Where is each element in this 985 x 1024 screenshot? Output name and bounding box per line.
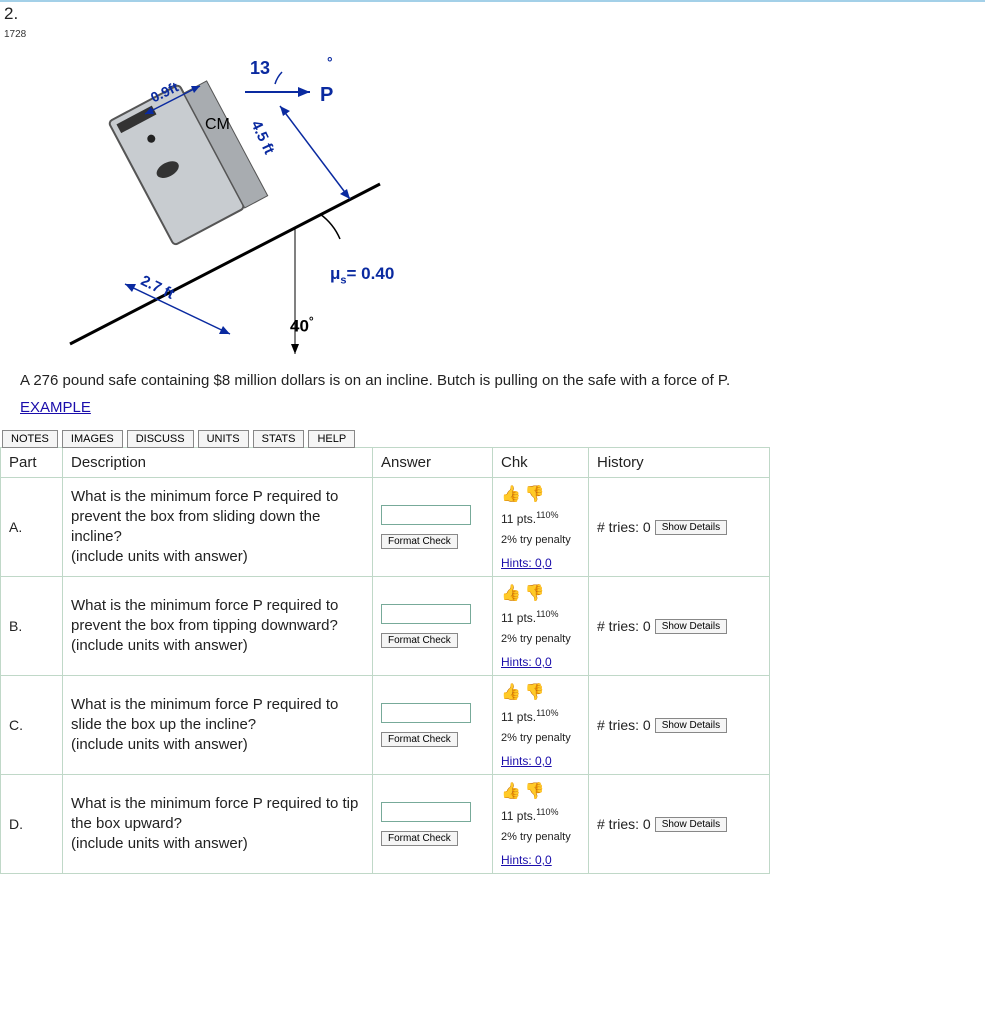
tab-notes[interactable]: NOTES [2, 430, 58, 448]
part-label: D. [1, 775, 63, 874]
answer-input[interactable] [381, 802, 471, 822]
part-description: What is the minimum force P required to … [63, 775, 373, 874]
col-header-desc: Description [63, 448, 373, 478]
question-header: 2. 1728 [0, 2, 985, 42]
resource-tabs: NOTES IMAGES DISCUSS UNITS STATS HELP [0, 430, 985, 448]
history-cell: # tries: 0 Show Details [589, 676, 770, 775]
angle-top-deg: ° [327, 54, 333, 70]
col-header-chk: Chk [493, 448, 589, 478]
table-row: C.What is the minimum force P required t… [1, 676, 770, 775]
penalty-text: 2% try penalty [501, 534, 580, 546]
question-number: 2. [4, 4, 18, 23]
hints-link[interactable]: Hints: 0,0 [501, 556, 552, 570]
part-description: What is the minimum force P required to … [63, 478, 373, 577]
tab-units[interactable]: UNITS [198, 430, 249, 448]
penalty-text: 2% try penalty [501, 732, 580, 744]
penalty-text: 2% try penalty [501, 831, 580, 843]
thumbs-down-icon[interactable]: 👎 [525, 486, 545, 503]
parts-table: Part Description Answer Chk History A.Wh… [0, 447, 770, 874]
answer-cell: Format Check [373, 478, 493, 577]
format-check-button[interactable]: Format Check [381, 732, 458, 747]
part-label: B. [1, 577, 63, 676]
col-header-answer: Answer [373, 448, 493, 478]
check-cell: 👍👎 11 pts.110% 2% try penalty Hints: 0,0 [493, 775, 589, 874]
thumbs-up-icon[interactable]: 👍 [501, 585, 521, 602]
thumbs-up-icon[interactable]: 👍 [501, 783, 521, 800]
angle-top-label: 13 [250, 58, 270, 79]
table-row: A.What is the minimum force P required t… [1, 478, 770, 577]
example-link[interactable]: EXAMPLE [20, 399, 91, 416]
show-details-button[interactable]: Show Details [655, 520, 727, 535]
show-details-button[interactable]: Show Details [655, 619, 727, 634]
part-description: What is the minimum force P required to … [63, 676, 373, 775]
tab-stats[interactable]: STATS [253, 430, 305, 448]
tries-count: # tries: 0 [597, 816, 651, 832]
hints-link[interactable]: Hints: 0,0 [501, 853, 552, 867]
points-text: 11 pts.110% [501, 708, 580, 724]
tab-images[interactable]: IMAGES [62, 430, 123, 448]
tab-discuss[interactable]: DISCUSS [127, 430, 194, 448]
answer-input[interactable] [381, 505, 471, 525]
answer-input[interactable] [381, 703, 471, 723]
check-cell: 👍👎 11 pts.110% 2% try penalty Hints: 0,0 [493, 577, 589, 676]
thumbs-up-icon[interactable]: 👍 [501, 684, 521, 701]
question-content: 0.9ft 13 ° P CM 4.5 ft 2.7 ft μs= 0.40 4… [0, 42, 985, 430]
history-cell: # tries: 0 Show Details [589, 775, 770, 874]
incline-angle-label: 40° [290, 314, 314, 337]
table-header-row: Part Description Answer Chk History [1, 448, 770, 478]
check-cell: 👍👎 11 pts.110% 2% try penalty Hints: 0,0 [493, 478, 589, 577]
format-check-button[interactable]: Format Check [381, 534, 458, 549]
points-text: 11 pts.110% [501, 807, 580, 823]
thumbs-down-icon[interactable]: 👎 [525, 585, 545, 602]
hints-link[interactable]: Hints: 0,0 [501, 655, 552, 669]
answer-cell: Format Check [373, 676, 493, 775]
points-text: 11 pts.110% [501, 510, 580, 526]
show-details-button[interactable]: Show Details [655, 817, 727, 832]
penalty-text: 2% try penalty [501, 633, 580, 645]
thumbs-down-icon[interactable]: 👎 [525, 684, 545, 701]
thumbs-up-icon[interactable]: 👍 [501, 486, 521, 503]
part-label: A. [1, 478, 63, 577]
question-points: 1728 [4, 29, 26, 40]
tries-count: # tries: 0 [597, 618, 651, 634]
points-text: 11 pts.110% [501, 609, 580, 625]
tries-count: # tries: 0 [597, 717, 651, 733]
problem-text: A 276 pound safe containing $8 million d… [20, 372, 965, 389]
thumbs-down-icon[interactable]: 👎 [525, 783, 545, 800]
format-check-button[interactable]: Format Check [381, 633, 458, 648]
answer-cell: Format Check [373, 775, 493, 874]
force-p-label: P [320, 84, 333, 107]
history-cell: # tries: 0 Show Details [589, 577, 770, 676]
tries-count: # tries: 0 [597, 519, 651, 535]
hints-link[interactable]: Hints: 0,0 [501, 754, 552, 768]
question-container: 2. 1728 [0, 0, 985, 874]
answer-input[interactable] [381, 604, 471, 624]
cm-label: CM [205, 116, 230, 134]
part-description: What is the minimum force P required to … [63, 577, 373, 676]
col-header-part: Part [1, 448, 63, 478]
table-row: D.What is the minimum force P required t… [1, 775, 770, 874]
tab-help[interactable]: HELP [308, 430, 355, 448]
check-cell: 👍👎 11 pts.110% 2% try penalty Hints: 0,0 [493, 676, 589, 775]
answer-cell: Format Check [373, 577, 493, 676]
show-details-button[interactable]: Show Details [655, 718, 727, 733]
diagram-svg [20, 54, 420, 354]
mu-label: μs= 0.40 [330, 264, 394, 286]
format-check-button[interactable]: Format Check [381, 831, 458, 846]
col-header-history: History [589, 448, 770, 478]
history-cell: # tries: 0 Show Details [589, 478, 770, 577]
part-label: C. [1, 676, 63, 775]
table-row: B.What is the minimum force P required t… [1, 577, 770, 676]
diagram: 0.9ft 13 ° P CM 4.5 ft 2.7 ft μs= 0.40 4… [20, 54, 965, 354]
